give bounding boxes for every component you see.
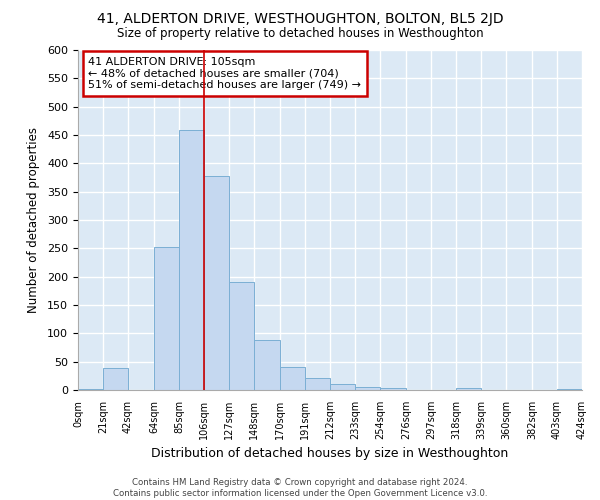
Bar — [557, 389, 582, 390]
Bar — [280, 368, 305, 390]
Bar — [305, 378, 330, 390]
Text: 41 ALDERTON DRIVE: 105sqm
← 48% of detached houses are smaller (704)
51% of semi: 41 ALDERTON DRIVE: 105sqm ← 48% of detac… — [88, 57, 361, 90]
X-axis label: Distribution of detached houses by size in Westhoughton: Distribution of detached houses by size … — [151, 448, 509, 460]
Bar — [78, 389, 103, 390]
Bar — [204, 176, 229, 390]
Bar — [154, 247, 179, 390]
Bar — [179, 130, 204, 390]
Bar — [456, 388, 481, 390]
Y-axis label: Number of detached properties: Number of detached properties — [27, 127, 40, 313]
Bar — [103, 368, 128, 390]
Bar — [380, 388, 406, 390]
Bar — [355, 387, 380, 390]
Text: 41, ALDERTON DRIVE, WESTHOUGHTON, BOLTON, BL5 2JD: 41, ALDERTON DRIVE, WESTHOUGHTON, BOLTON… — [97, 12, 503, 26]
Text: Contains HM Land Registry data © Crown copyright and database right 2024.
Contai: Contains HM Land Registry data © Crown c… — [113, 478, 487, 498]
Text: Size of property relative to detached houses in Westhoughton: Size of property relative to detached ho… — [116, 28, 484, 40]
Bar — [254, 340, 280, 390]
Bar — [229, 282, 254, 390]
Bar — [330, 384, 355, 390]
